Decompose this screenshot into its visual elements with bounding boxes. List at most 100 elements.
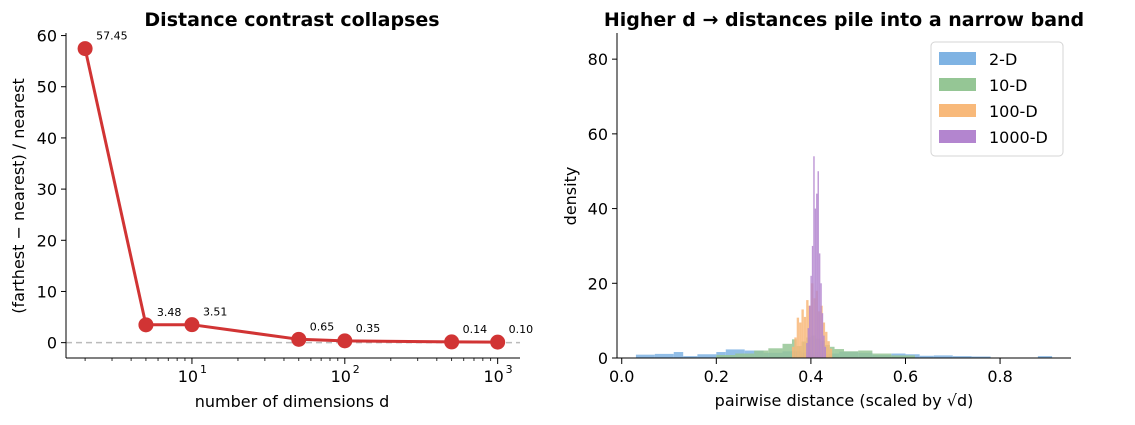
data-point-label: 3.51 (203, 306, 228, 319)
contrast-series-line (83, 48, 498, 344)
legend-label: 10-D (989, 76, 1027, 95)
legend-swatch (939, 104, 976, 117)
x-tick-label: 0.8 (987, 367, 1012, 386)
histogram-bar (716, 355, 736, 358)
right-y-ticks: 0 20 40 60 80 (588, 50, 617, 368)
histogram-bar (791, 346, 795, 358)
y-tick-label: 60 (588, 125, 608, 144)
histogram-bar (824, 346, 827, 358)
legend-label: 1000-D (989, 128, 1048, 147)
histogram-bar (820, 283, 822, 358)
x-tick-label: 0.2 (704, 367, 729, 386)
histogram-bar (829, 346, 835, 358)
histogram-bar (821, 313, 824, 358)
left-y-ticks: 0 10 20 30 40 50 60 (37, 27, 66, 353)
contrast-line-chart: Distance contrast collapses 57.45 3.48 3.5… (9, 9, 533, 411)
x-tick-label: 0.6 (893, 367, 918, 386)
histogram-bar (844, 351, 859, 358)
histogram-bar (858, 350, 873, 358)
histogram-bar (823, 335, 825, 358)
histogram-bar (818, 253, 821, 358)
y-tick-label: 50 (37, 78, 57, 97)
histogram-bar (725, 349, 745, 358)
histogram-bar (809, 305, 811, 358)
right-plot-area (635, 156, 1053, 358)
left-y-axis-label: (farthest − nearest) / nearest (9, 78, 28, 313)
right-x-axis-label: pairwise distance (scaled by √d) (715, 391, 974, 410)
right-chart-title: Higher d → distances pile into a narrow … (604, 9, 1084, 31)
histogram-bar (799, 322, 802, 358)
data-point-marker (77, 41, 93, 57)
histogram-bar (806, 343, 808, 358)
legend-swatch (939, 130, 976, 143)
histogram-bar (754, 350, 769, 358)
left-x-axis-label: number of dimensions d (195, 392, 390, 411)
histogram-bar (635, 354, 655, 358)
histogram-bar (801, 309, 804, 358)
histogram-bar (1037, 356, 1053, 358)
histogram-bar (716, 352, 726, 358)
histogram-bar (811, 245, 814, 358)
histogram-bar (794, 337, 797, 358)
histogram-bar (796, 317, 800, 358)
x-tick-label: 10 (483, 367, 503, 386)
histogram-bar (810, 275, 812, 358)
x-tick-exponent: 2 (353, 363, 360, 376)
y-tick-label: 30 (37, 180, 57, 199)
y-tick-label: 60 (37, 27, 57, 46)
histogram-legend: 2-D 10-D 100-D 1000-D (930, 41, 1064, 157)
data-point-marker (337, 333, 353, 349)
histogram-bar (816, 193, 818, 358)
right-y-axis-label: density (561, 167, 580, 226)
histogram-bar (971, 356, 991, 358)
data-point-label: 0.35 (356, 322, 381, 335)
legend-frame (930, 41, 1064, 157)
legend-swatch (939, 78, 976, 91)
x-tick-label: 0.4 (798, 367, 823, 386)
histogram-bar (782, 343, 792, 358)
histogram-bar (834, 349, 844, 358)
y-tick-label: 40 (588, 200, 608, 219)
data-point-marker (291, 331, 307, 347)
left-plot-area: 57.45 3.48 3.51 0.65 0.35 0.14 0.10 (66, 30, 533, 350)
data-point-marker (138, 317, 154, 333)
x-tick-label: 10 (331, 367, 351, 386)
histogram-bar (817, 171, 819, 358)
y-tick-label: 0 (598, 349, 608, 368)
data-point-label: 0.10 (509, 323, 533, 336)
y-tick-label: 0 (47, 334, 57, 353)
distance-histogram-chart: Higher d → distances pile into a narrow … (561, 9, 1084, 410)
y-tick-label: 20 (37, 231, 57, 250)
data-point-label: 0.14 (463, 323, 488, 336)
x-tick-exponent: 3 (506, 363, 513, 376)
histogram-bar (735, 353, 755, 358)
histogram-bar (683, 356, 698, 358)
histogram-bar (807, 328, 810, 358)
legend-swatch (939, 52, 976, 65)
histogram-bar (697, 354, 717, 358)
y-tick-label: 80 (588, 50, 608, 69)
histogram-bar (806, 300, 809, 358)
legend-label: 100-D (989, 102, 1038, 121)
data-point-label: 57.45 (96, 30, 128, 43)
data-point-label: 0.65 (310, 320, 335, 333)
histogram-bar (827, 341, 830, 358)
histogram-bar (952, 356, 972, 358)
right-x-ticks: 0.0 0.2 0.4 0.6 0.8 (609, 358, 1013, 386)
left-chart-title: Distance contrast collapses (144, 9, 439, 31)
histogram-bar (825, 331, 828, 358)
data-point-marker (444, 334, 460, 350)
data-point-label: 3.48 (157, 306, 182, 319)
y-tick-label: 20 (588, 274, 608, 293)
legend-items: 2-D 10-D 100-D 1000-D (939, 50, 1048, 147)
x-tick-label: 10 (178, 367, 198, 386)
legend-label: 2-D (989, 50, 1017, 69)
left-x-ticks: 10 1 10 2 10 3 (84, 358, 513, 386)
histogram-bar (872, 353, 892, 358)
y-tick-label: 10 (37, 282, 57, 301)
histogram-bar (768, 348, 783, 358)
histogram-bar (829, 348, 833, 358)
histogram-bar (891, 355, 915, 358)
histogram-bar (673, 352, 684, 358)
